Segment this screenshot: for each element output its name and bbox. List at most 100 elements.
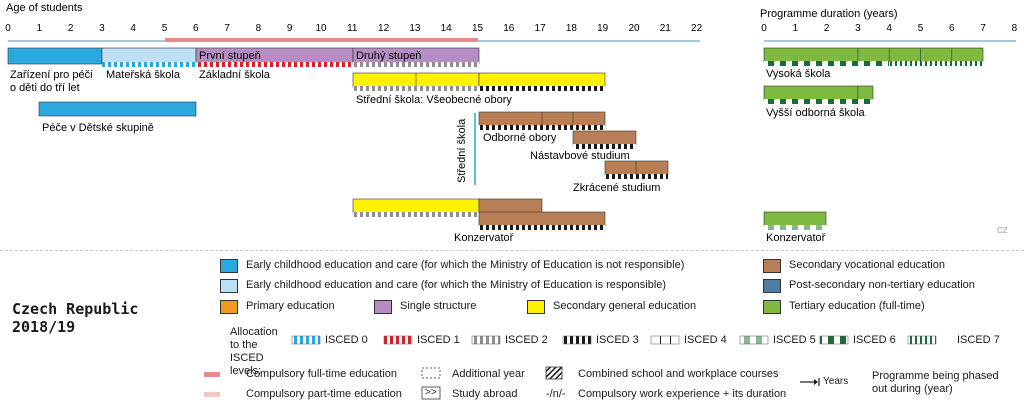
zakladni-label: Základní škola [199, 69, 271, 81]
age-axis-ticks: 0 1 2 3 4 5 6 7 8 9 10 11 12 13 14 15 16… [5, 23, 702, 34]
legend-swatch-primary [220, 300, 238, 314]
age-tick: 8 [256, 23, 262, 34]
legend-swatch-ecec-not-moe [220, 259, 238, 273]
age-tick: 9 [287, 23, 293, 34]
country-name: Czech Republic [12, 300, 139, 318]
isced6-label: ISCED 6 [853, 334, 896, 346]
konzervator-tertiary-isced5 [764, 225, 826, 230]
vyssi-isced6 [764, 99, 873, 104]
zkracene-label: Zkrácené studium [573, 182, 660, 194]
gymnazium-upper-isced3 [479, 86, 605, 91]
isced5-label: ISCED 5 [773, 334, 816, 346]
age-tick: 7 [224, 23, 230, 34]
compulsory-full-swatch [204, 372, 220, 377]
prvni-stupen-label: První stupeň [199, 50, 261, 62]
isced1-label: ISCED 1 [417, 334, 460, 346]
druhy-stupen-label: Druhý stupeň [356, 50, 421, 62]
isced3-pattern [562, 335, 592, 345]
age-tick: 3 [99, 23, 105, 34]
duration-tick: 4 [886, 23, 892, 34]
zkracene-isced3 [605, 174, 668, 179]
legend-swatch-single-structure [374, 300, 392, 314]
duration-tick: 8 [1012, 23, 1018, 34]
duration-tick: 5 [918, 23, 924, 34]
age-tick: 12 [378, 23, 390, 34]
konzervator-isced3 [479, 225, 605, 230]
age-tick: 15 [472, 23, 484, 34]
legend-swatch-secondary-vocational [763, 259, 781, 273]
age-tick: 22 [691, 23, 703, 34]
country-title: Czech Republic 2018/19 [12, 300, 138, 336]
age-tick: 11 [347, 23, 358, 34]
study-abroad-symbol: >> [425, 387, 437, 398]
isced0-label: ISCED 0 [325, 334, 368, 346]
age-tick: 10 [315, 23, 327, 34]
legend-label-secondary-general: Secondary general education [553, 300, 697, 312]
druhy-isced2 [353, 62, 479, 67]
skupina-bar [38, 101, 197, 117]
vysoka-isced6 [764, 61, 889, 66]
age-tick: 0 [5, 23, 11, 34]
compulsory-part-label: Compulsory part-time education [246, 388, 402, 400]
country-code: CZ [997, 226, 1008, 235]
duration-tick: 2 [824, 23, 830, 34]
study-abroad-box [421, 386, 441, 400]
compulsory-full-time-bar [165, 38, 478, 42]
isced3-label: ISCED 3 [596, 334, 639, 346]
odborne-isced3 [479, 125, 605, 130]
legend-separator [0, 250, 1024, 251]
legend-label-primary: Primary education [246, 300, 335, 312]
age-tick: 16 [503, 23, 515, 34]
legend-label-post-secondary: Post-secondary non-tertiary education [789, 279, 975, 291]
legend-swatch-secondary-general [527, 300, 545, 314]
gymnazium-lower-isced2 [353, 86, 479, 91]
isced5-pattern [739, 335, 769, 345]
legend-swatch-ecec-moe [220, 279, 238, 293]
duration-axis-ticks: 0 1 2 3 4 5 6 7 8 [761, 23, 1017, 34]
isced4-pattern [650, 335, 680, 345]
isced2-label: ISCED 2 [505, 334, 548, 346]
study-abroad-label: Study abroad [452, 388, 518, 400]
duration-tick: 1 [793, 23, 799, 34]
skupina-label: Péče v Dětské skupině [42, 122, 154, 134]
age-tick: 4 [130, 23, 136, 34]
konzervator-label: Konzervatoř [454, 232, 514, 244]
age-tick: 21 [660, 23, 672, 34]
country-year: 2018/19 [12, 318, 76, 336]
isced0-pattern [291, 335, 321, 345]
legend-label-ecec-not-moe: Early childhood education and care (for … [246, 259, 685, 271]
legend-swatch-post-secondary [763, 279, 781, 293]
combined-courses-swatch [545, 366, 563, 380]
age-tick: 19 [597, 23, 609, 34]
additional-year-label: Additional year [452, 368, 525, 380]
duration-tick: 0 [761, 23, 767, 34]
nastavbove-label: Nástavbové studium [530, 150, 630, 162]
vyssi-label: Vyšší odborná škola [766, 107, 866, 119]
compulsory-part-swatch [204, 392, 220, 397]
ecec-label-line2: o děti do tří let [10, 82, 80, 94]
age-tick: 17 [535, 23, 547, 34]
isced7-label: ISCED 7 [957, 334, 1000, 346]
phased-out-label: Programme being phased out during (year) [872, 370, 999, 395]
legend-label-ecec-moe: Early childhood education and care (for … [246, 279, 667, 291]
duration-tick: 3 [855, 23, 861, 34]
isced1-pattern [383, 335, 413, 345]
nastavbove-isced3 [573, 144, 636, 149]
age-tick: 1 [37, 23, 43, 34]
age-tick: 18 [566, 23, 578, 34]
phased-out-arrowhead [814, 379, 818, 385]
materska-label: Mateřská škola [106, 69, 181, 81]
isced2-pattern [471, 335, 501, 345]
legend-label-tertiary: Tertiary education (full-time) [789, 300, 925, 312]
age-tick: 13 [409, 23, 421, 34]
duration-tick: 7 [980, 23, 986, 34]
phased-out-years-label: Years [823, 376, 849, 387]
additional-year-swatch [421, 367, 441, 379]
prvni-isced1 [196, 62, 353, 67]
age-tick: 14 [441, 23, 453, 34]
legend-label-secondary-vocational: Secondary vocational education [789, 259, 945, 271]
duration-axis-label: Programme duration (years) [760, 8, 898, 20]
age-tick: 6 [193, 23, 199, 34]
vysoka-label: Vysoká škola [766, 68, 831, 80]
